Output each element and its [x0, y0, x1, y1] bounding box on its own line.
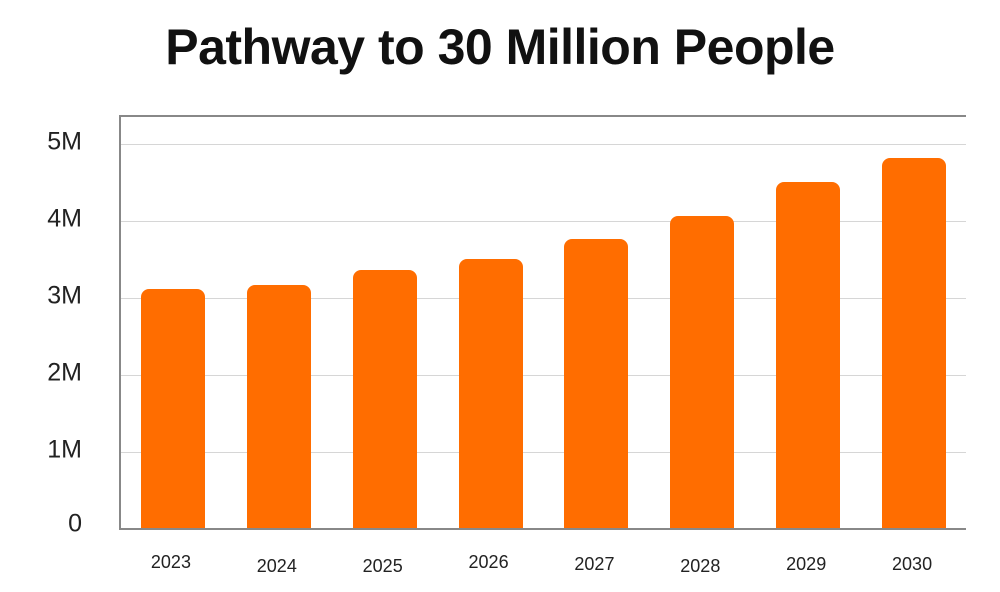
x-tick-label: 2027: [574, 554, 615, 574]
bar: [882, 158, 947, 528]
y-tick-label: 3M: [47, 281, 82, 310]
bar: [776, 181, 841, 528]
y-tick-label: 0: [68, 509, 82, 538]
chart-title: Pathway to 30 Million People: [165, 19, 835, 75]
bar: [458, 258, 523, 528]
gridline: [121, 221, 966, 222]
bar: [140, 289, 205, 528]
y-tick-label: 4M: [47, 204, 82, 233]
y-tick-label: 2M: [47, 358, 82, 387]
x-tick-label: 2025: [362, 556, 403, 576]
gridline: [121, 375, 966, 376]
bar: [352, 270, 417, 528]
x-tick-label: 2028: [680, 556, 721, 576]
bar: [670, 216, 735, 528]
plot-area: [119, 115, 966, 530]
bar: [564, 239, 629, 528]
x-tick-label: 2029: [786, 554, 827, 574]
x-tick-label: 2026: [468, 552, 509, 572]
gridline: [121, 144, 966, 145]
bar: [246, 285, 311, 528]
y-tick-label: 5M: [47, 127, 82, 156]
x-tick-label: 2023: [150, 552, 191, 572]
y-tick-label: 1M: [47, 435, 82, 464]
x-tick-label: 2024: [256, 556, 297, 576]
x-tick-label: 2030: [892, 554, 933, 574]
gridline: [121, 298, 966, 299]
gridline: [121, 452, 966, 453]
